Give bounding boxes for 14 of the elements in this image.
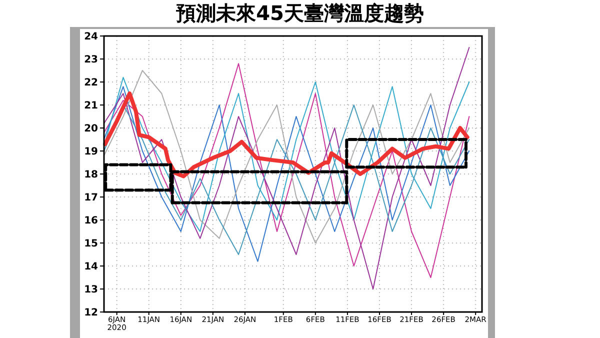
y-tick-label: 12 <box>84 308 98 318</box>
y-tick-label: 14 <box>84 262 98 272</box>
y-tick-label: 17 <box>84 192 98 204</box>
y-tick-label: 15 <box>84 238 98 250</box>
y-tick-label: 22 <box>84 78 98 88</box>
y-tick-label: 23 <box>84 54 98 66</box>
chart-title: 預測未來45天臺灣溫度趨勢 <box>175 1 424 25</box>
y-tick-label: 19 <box>84 146 98 158</box>
y-tick-label: 13 <box>84 284 98 296</box>
y-tick-label: 20 <box>84 124 98 134</box>
y-tick-label: 21 <box>84 100 98 112</box>
y-tick-label: 24 <box>84 32 98 42</box>
y-tick-label: 18 <box>84 170 98 180</box>
y-tick-label: 16 <box>84 216 98 226</box>
